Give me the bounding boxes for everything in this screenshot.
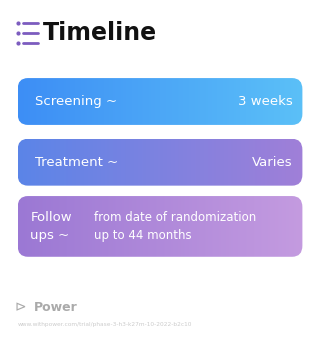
Text: Treatment ~: Treatment ~: [35, 156, 118, 169]
Text: Power: Power: [34, 301, 77, 314]
Text: ups ~: ups ~: [30, 229, 70, 242]
Text: up to 44 months: up to 44 months: [94, 229, 192, 242]
Text: from date of randomization: from date of randomization: [94, 211, 257, 224]
Text: www.withpower.com/trial/phase-3-h3-k27m-10-2022-b2c10: www.withpower.com/trial/phase-3-h3-k27m-…: [18, 322, 192, 327]
Text: 3 weeks: 3 weeks: [238, 95, 293, 108]
Text: Follow: Follow: [30, 211, 72, 224]
Text: Screening ~: Screening ~: [35, 95, 117, 108]
Text: ⊳: ⊳: [15, 300, 27, 314]
Text: Timeline: Timeline: [43, 21, 157, 45]
Text: Varies: Varies: [252, 156, 293, 169]
